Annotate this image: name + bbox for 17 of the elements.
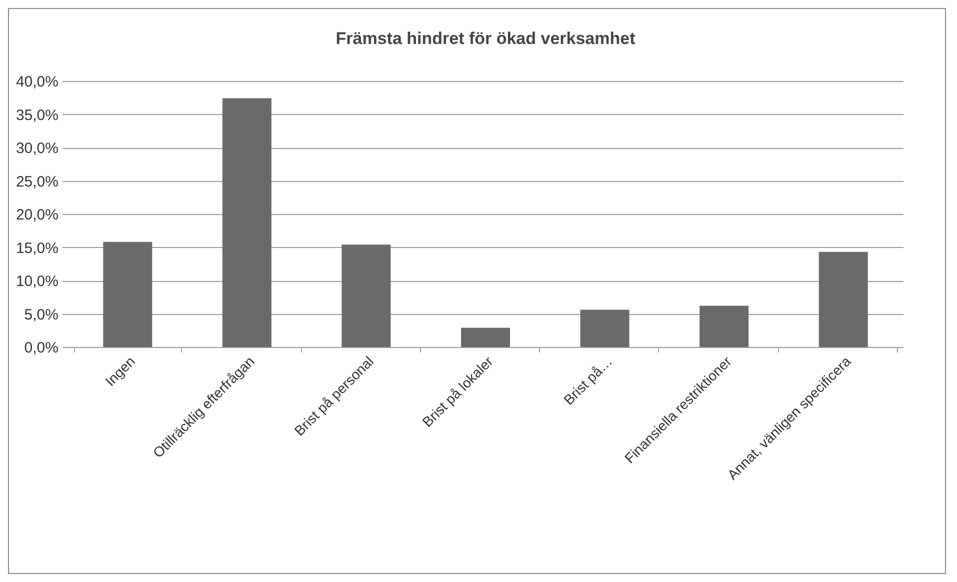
y-tick-label: 30,0% [16, 140, 58, 157]
y-tick-label: 40,0% [16, 74, 58, 90]
bar [700, 306, 749, 347]
bar [461, 328, 510, 347]
bar [103, 242, 152, 347]
y-tick-label: 35,0% [16, 106, 58, 124]
bar [342, 244, 391, 347]
bar [580, 310, 630, 347]
bar [222, 98, 272, 347]
y-tick-label: 20,0% [16, 206, 58, 224]
chart-title: Främsta hindret för ökad verksamhet [336, 29, 636, 48]
y-tick-label: 5,0% [24, 306, 58, 324]
y-tick-label: 10,0% [16, 273, 58, 290]
bar [818, 252, 868, 347]
y-tick-label: 0,0% [24, 340, 58, 356]
y-tick-label: 15,0% [16, 240, 58, 257]
y-tick-label: 25,0% [16, 173, 58, 190]
